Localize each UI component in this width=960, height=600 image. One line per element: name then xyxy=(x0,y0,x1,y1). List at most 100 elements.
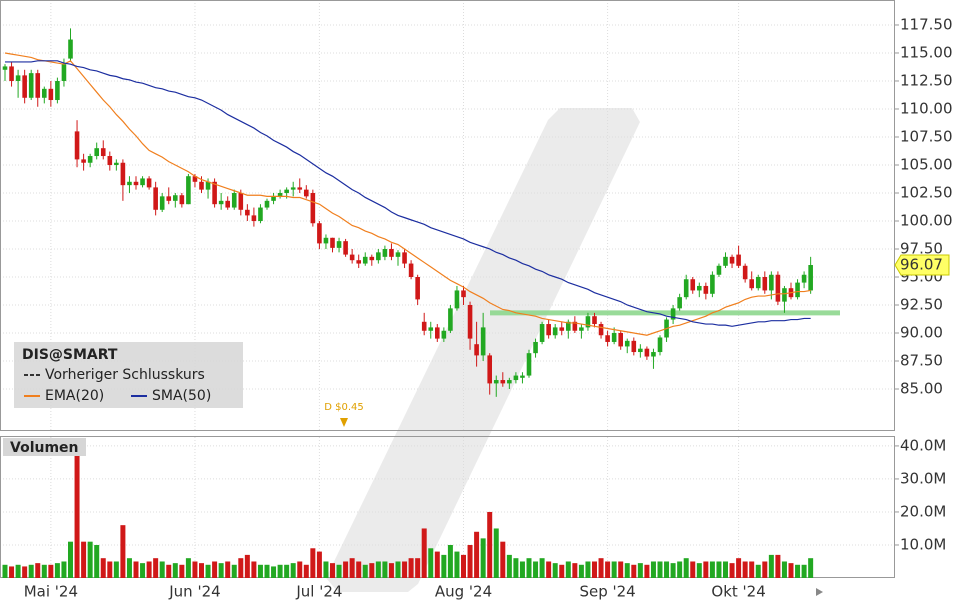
volume-bar xyxy=(755,564,761,578)
volume-bar xyxy=(74,442,80,578)
candle-body xyxy=(68,39,73,59)
volume-bar xyxy=(618,561,624,578)
volume-bar xyxy=(153,558,159,578)
candle-body xyxy=(539,324,545,342)
volume-bar xyxy=(231,564,237,578)
candle-body xyxy=(153,187,158,210)
volume-bar xyxy=(199,563,204,578)
candle-body xyxy=(769,274,774,291)
candle-body xyxy=(81,159,86,163)
x-tick-label: Okt '24 xyxy=(711,583,765,600)
volume-bar xyxy=(611,561,617,578)
x-tick-label: Jun '24 xyxy=(168,583,220,600)
volume-bar xyxy=(539,558,545,578)
volume-bar xyxy=(140,563,146,578)
volume-bar xyxy=(709,561,715,578)
y-tick-label: 100.00 xyxy=(900,211,953,229)
volume-bar xyxy=(605,561,611,578)
candle-body xyxy=(552,327,558,336)
volume-bar xyxy=(336,564,342,578)
candle-body xyxy=(362,256,368,264)
candle-body xyxy=(74,131,80,160)
candle-body xyxy=(572,321,578,331)
candle-body xyxy=(2,66,8,70)
volume-bar xyxy=(775,554,781,578)
volume-bar xyxy=(716,561,722,578)
candle-body xyxy=(258,207,263,221)
candle-body xyxy=(461,290,466,298)
candle-body xyxy=(408,263,414,277)
dividend-annotation: D $0.45 xyxy=(324,402,364,413)
candle-body xyxy=(736,254,741,266)
volume-bar xyxy=(251,561,257,578)
candle-body xyxy=(87,156,93,163)
candle-body xyxy=(192,176,198,182)
candle-body xyxy=(762,276,768,291)
price-panel xyxy=(0,0,895,431)
y-tick-label: 10.0M xyxy=(900,535,946,553)
volume-bar xyxy=(166,564,172,578)
y-tick-label: 92.50 xyxy=(900,295,943,313)
candle-body xyxy=(310,192,316,224)
legend-label: EMA(20) xyxy=(45,388,104,404)
candle-body xyxy=(22,75,27,98)
candle-body xyxy=(507,380,512,384)
volume-bar xyxy=(467,544,473,578)
scroll-arrow[interactable] xyxy=(816,588,823,596)
volume-bar xyxy=(349,558,355,578)
x-tick-label: Jul '24 xyxy=(295,583,342,600)
candle-body xyxy=(297,187,303,190)
candle-body xyxy=(415,276,420,300)
volume-bar xyxy=(781,561,787,578)
candle-body xyxy=(61,64,67,81)
volume-bar xyxy=(513,558,519,578)
volume-bar xyxy=(637,563,643,578)
volume-bar xyxy=(461,554,466,578)
candle-body xyxy=(205,181,211,190)
volume-bar xyxy=(801,564,807,578)
y-tick-label: 87.50 xyxy=(900,352,943,370)
volume-bar xyxy=(644,564,650,578)
volume-bar xyxy=(310,548,316,578)
volume-bar xyxy=(500,541,506,578)
volume-bar xyxy=(788,563,794,578)
volume-bar xyxy=(703,561,709,578)
volume-bar xyxy=(316,551,322,578)
volume-bar xyxy=(179,564,185,578)
candle-body xyxy=(290,187,296,190)
candle-body xyxy=(657,337,663,353)
y-tick-label: 97.50 xyxy=(900,239,943,257)
candle-body xyxy=(199,181,204,190)
volume-bar xyxy=(742,561,748,578)
candle-body xyxy=(284,189,289,193)
volume-title: Volumen xyxy=(10,440,79,456)
marks xyxy=(2,28,840,578)
candle-body xyxy=(15,75,21,81)
y-tick-label: 115.00 xyxy=(900,43,953,61)
volume-bar xyxy=(81,541,87,578)
volume-bar xyxy=(474,531,480,578)
candle-body xyxy=(801,274,807,283)
candle-body xyxy=(559,327,565,331)
x-tick-label: Sep '24 xyxy=(579,583,635,600)
volume-bar xyxy=(375,561,381,578)
volume-bar xyxy=(578,564,584,578)
volume-bar xyxy=(356,561,362,578)
volume-bar xyxy=(808,558,814,578)
candle-body xyxy=(467,304,473,339)
indicator-line xyxy=(4,52,811,336)
candle-body xyxy=(100,148,106,157)
candle-body xyxy=(107,156,113,165)
x-tick-label: Mai '24 xyxy=(24,583,78,600)
volume-bar xyxy=(94,544,100,578)
candle-body xyxy=(173,195,178,201)
volume-bar xyxy=(493,528,499,578)
volume-bar xyxy=(677,561,683,578)
candle-body xyxy=(356,260,361,264)
y-tick-label: 112.50 xyxy=(900,71,953,89)
candle-body xyxy=(9,66,14,81)
price-tag-label: 96.07 xyxy=(900,256,943,274)
candle-body xyxy=(454,290,460,309)
candle-body xyxy=(493,380,499,384)
